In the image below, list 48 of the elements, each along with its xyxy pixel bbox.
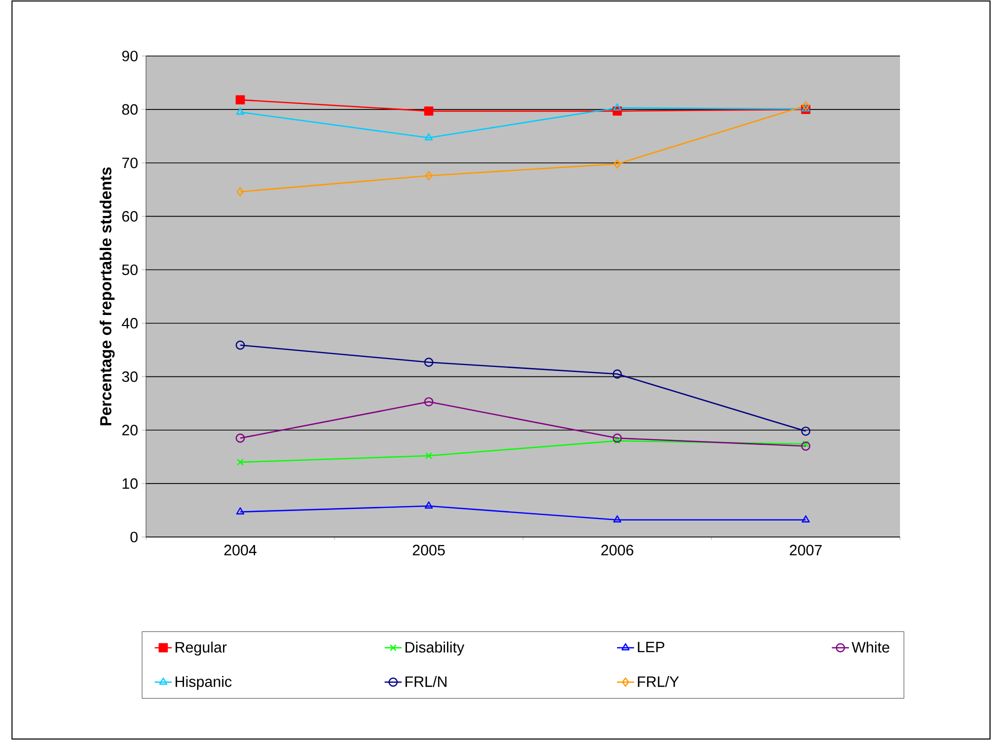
point <box>424 397 434 406</box>
x-tick-label: 2007 <box>790 544 822 556</box>
point <box>425 452 432 460</box>
point <box>614 437 621 444</box>
point <box>424 358 434 367</box>
point <box>424 106 434 116</box>
y-tick-label: 80 <box>122 104 138 115</box>
point <box>613 103 622 110</box>
legend-label: Hispanic <box>176 676 232 690</box>
point <box>801 442 810 451</box>
x-tick-label: 2004 <box>224 544 256 556</box>
point <box>424 501 433 509</box>
y-tick-label: 40 <box>122 318 138 329</box>
point <box>236 434 245 443</box>
y-tick-label: 70 <box>122 158 138 168</box>
legend-label: White <box>852 642 890 653</box>
point <box>802 440 810 448</box>
point <box>236 187 244 196</box>
point <box>425 171 432 180</box>
x-tick-label: 2005 <box>412 544 445 556</box>
point <box>802 515 810 522</box>
y-tick-label: 60 <box>122 211 138 222</box>
point <box>614 159 621 169</box>
point <box>236 95 245 104</box>
point <box>236 108 244 115</box>
y-axis-title: Percentage of reportable students <box>100 167 115 426</box>
point <box>236 458 244 466</box>
y-tick-label: 50 <box>122 264 138 276</box>
y-tick-label: 0 <box>130 532 138 542</box>
point <box>801 426 810 436</box>
x-tick-label: 2006 <box>601 544 634 556</box>
legend-label: Disability <box>406 642 464 656</box>
point <box>236 507 244 514</box>
legend-label: LEP <box>638 642 664 652</box>
y-tick-label: 10 <box>122 478 138 489</box>
point <box>612 434 622 443</box>
point <box>613 515 622 522</box>
point <box>424 133 433 140</box>
y-tick-label: 20 <box>122 424 138 436</box>
y-tick-label: 30 <box>122 371 138 382</box>
legend-label: Regular <box>176 642 227 656</box>
point <box>612 369 622 379</box>
y-tick-label: 90 <box>122 50 138 62</box>
point <box>236 340 245 350</box>
point <box>802 104 810 112</box>
point <box>802 101 810 110</box>
legend-label: FRL/Y <box>638 676 679 687</box>
legend-label: FRL/N <box>406 676 446 687</box>
